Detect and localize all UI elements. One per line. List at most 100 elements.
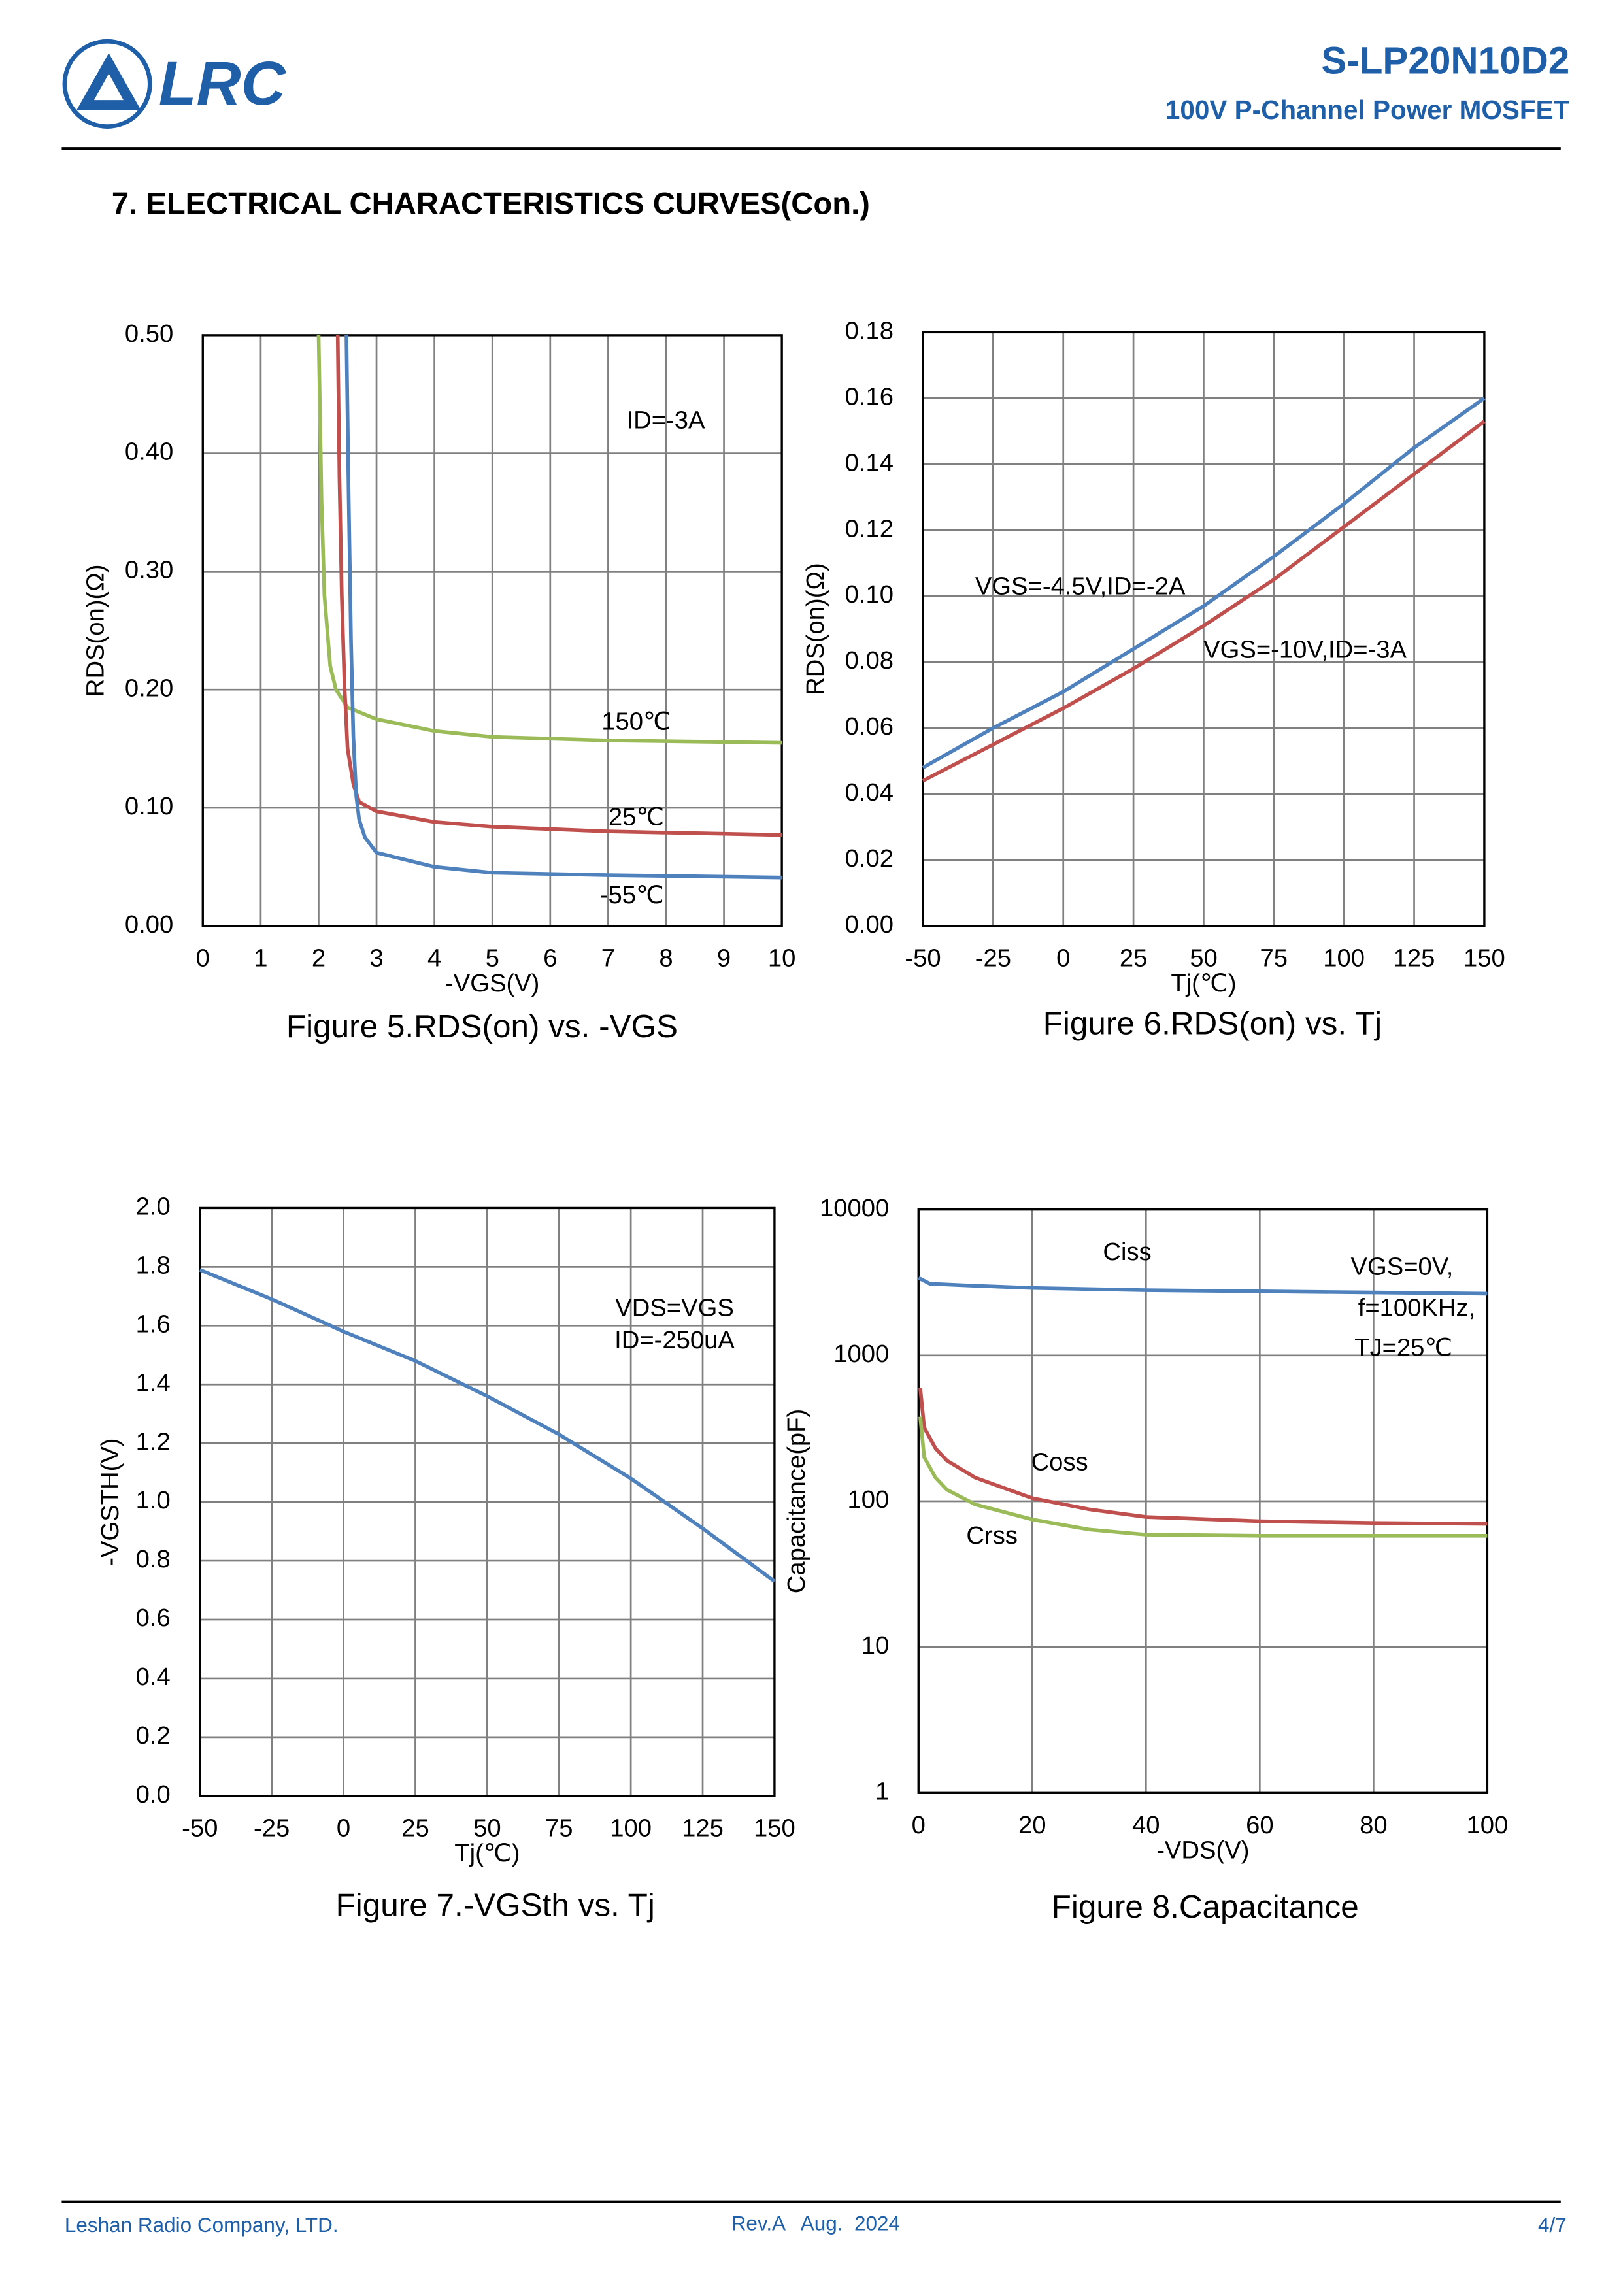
logo-ring bbox=[62, 39, 152, 129]
logo-text: LRC bbox=[159, 50, 287, 118]
y-tick-label: 0.50 bbox=[125, 320, 173, 348]
x-tick-label: 100 bbox=[1323, 944, 1365, 973]
x-tick-label: 75 bbox=[545, 1814, 573, 1842]
y-tick-label: 1.8 bbox=[136, 1251, 171, 1279]
x-tick-label: 125 bbox=[682, 1814, 724, 1842]
y-tick-label: 0.6 bbox=[136, 1604, 171, 1632]
x-tick-label: -25 bbox=[254, 1814, 290, 1842]
y-tick-label: 0.40 bbox=[125, 438, 173, 466]
annotation: f=100KHz, bbox=[1358, 1294, 1476, 1322]
y-tick-label: 100 bbox=[848, 1486, 890, 1514]
x-axis-label: -VDS(V) bbox=[1156, 1836, 1249, 1864]
annotation: VGS=0V, bbox=[1351, 1253, 1454, 1281]
y-tick-label: 0.04 bbox=[845, 778, 894, 807]
y-tick-label: 0.02 bbox=[845, 844, 894, 873]
x-tick-label: 100 bbox=[1467, 1811, 1509, 1839]
footer-company: Leshan Radio Company, LTD. bbox=[65, 2214, 339, 2237]
y-tick-label: 0.2 bbox=[136, 1722, 171, 1750]
x-axis-label: -VGS(V) bbox=[445, 969, 539, 997]
figure-caption: Figure 5.RDS(on) vs. -VGS bbox=[286, 1008, 678, 1044]
x-tick-label: 0 bbox=[1056, 944, 1070, 973]
annotation: VDS=VGS bbox=[615, 1294, 734, 1322]
x-tick-label: 125 bbox=[1394, 944, 1435, 973]
plot-frame bbox=[917, 1208, 1489, 1794]
annotation: TJ=25℃ bbox=[1354, 1333, 1452, 1361]
x-tick-label: 7 bbox=[601, 944, 615, 973]
y-tick-label: 0.12 bbox=[845, 514, 894, 542]
figure-caption: Figure 8.Capacitance bbox=[1052, 1889, 1359, 1925]
y-tick-label: 0.00 bbox=[125, 910, 173, 939]
x-tick-label: 1 bbox=[254, 944, 267, 973]
y-tick-label: 0.0 bbox=[136, 1780, 171, 1808]
series-label: 150℃ bbox=[601, 708, 671, 736]
y-tick-label: 0.10 bbox=[845, 580, 894, 608]
y-tick-label: 1.4 bbox=[136, 1369, 171, 1397]
logo: LRC bbox=[62, 39, 287, 129]
y-axis-label: RDS(on)(Ω) bbox=[81, 564, 109, 697]
series-label: Ciss bbox=[1103, 1238, 1151, 1266]
x-tick-label: 5 bbox=[486, 944, 499, 973]
annotation: ID=-250uA bbox=[614, 1326, 735, 1354]
x-tick-label: 10 bbox=[768, 944, 796, 973]
footer-page: 4/7 bbox=[1538, 2214, 1567, 2237]
y-tick-label: 0.8 bbox=[136, 1545, 171, 1573]
y-tick-label: 0.30 bbox=[125, 556, 173, 584]
x-tick-label: 4 bbox=[427, 944, 441, 973]
y-tick-label: 1.0 bbox=[136, 1486, 171, 1514]
x-tick-label: 25 bbox=[401, 1814, 429, 1842]
y-tick-label: 0.00 bbox=[845, 910, 894, 939]
y-tick-label: 0.4 bbox=[136, 1663, 171, 1691]
subtitle: 100V P-Channel Power MOSFET bbox=[1165, 95, 1570, 125]
y-tick-label: 10000 bbox=[820, 1194, 889, 1222]
x-tick-label: 150 bbox=[1463, 944, 1505, 973]
data-line bbox=[918, 1388, 1488, 1526]
x-tick-label: 60 bbox=[1246, 1811, 1274, 1839]
x-tick-label: 20 bbox=[1018, 1811, 1046, 1839]
data-line bbox=[918, 1416, 1488, 1538]
series-label: Crss bbox=[966, 1522, 1018, 1550]
y-axis-label: Capacitance(pF) bbox=[782, 1409, 811, 1594]
data-line bbox=[316, 335, 782, 745]
x-tick-label: -25 bbox=[975, 944, 1011, 973]
y-tick-label: 10 bbox=[861, 1631, 890, 1659]
y-tick-label: 1.2 bbox=[136, 1427, 171, 1456]
footer-revision: Rev.A Aug. 2024 bbox=[731, 2212, 900, 2235]
y-axis-label: RDS(on)(Ω) bbox=[801, 563, 829, 695]
figure-caption: Figure 6.RDS(on) vs. Tj bbox=[1043, 1006, 1382, 1042]
plot-frame bbox=[201, 334, 783, 927]
x-tick-label: 100 bbox=[610, 1814, 652, 1842]
x-tick-label: -50 bbox=[905, 944, 941, 973]
figure-caption: Figure 7.-VGSth vs. Tj bbox=[336, 1888, 655, 1923]
x-tick-label: 9 bbox=[717, 944, 731, 973]
x-tick-label: 80 bbox=[1360, 1811, 1388, 1839]
series-label: VGS=-4.5V,ID=-2A bbox=[975, 573, 1186, 601]
y-axis-label: -VGSTH(V) bbox=[96, 1438, 124, 1565]
data-line bbox=[922, 420, 1486, 783]
x-tick-label: 25 bbox=[1120, 944, 1148, 973]
x-tick-label: 6 bbox=[543, 944, 557, 973]
x-axis-label: Tj(℃) bbox=[1171, 969, 1236, 997]
annotation: ID=-3A bbox=[627, 407, 706, 435]
series-label: VGS=-10V,ID=-3A bbox=[1203, 635, 1407, 663]
y-tick-label: 0.08 bbox=[845, 646, 894, 674]
x-tick-label: 0 bbox=[196, 944, 210, 973]
y-tick-label: 0.10 bbox=[125, 792, 173, 820]
x-axis-label: Tj(℃) bbox=[454, 1839, 520, 1867]
section-title: 7. ELECTRICAL CHARACTERISTICS CURVES(Con… bbox=[112, 186, 870, 221]
x-tick-label: 8 bbox=[659, 944, 673, 973]
y-tick-label: 0.16 bbox=[845, 382, 894, 410]
data-line bbox=[922, 397, 1486, 769]
x-tick-label: 75 bbox=[1260, 944, 1288, 973]
plot-frame bbox=[199, 1206, 776, 1797]
y-tick-label: 0.14 bbox=[845, 448, 894, 476]
y-tick-label: 0.20 bbox=[125, 674, 173, 702]
logo-mark bbox=[76, 53, 141, 110]
x-tick-label: -50 bbox=[182, 1814, 218, 1842]
x-tick-label: 50 bbox=[473, 1814, 501, 1842]
x-tick-label: 40 bbox=[1132, 1811, 1160, 1839]
x-tick-label: 2 bbox=[312, 944, 326, 973]
y-tick-label: 1.6 bbox=[136, 1310, 171, 1338]
x-tick-label: 0 bbox=[337, 1814, 350, 1842]
x-tick-label: 0 bbox=[912, 1811, 926, 1839]
